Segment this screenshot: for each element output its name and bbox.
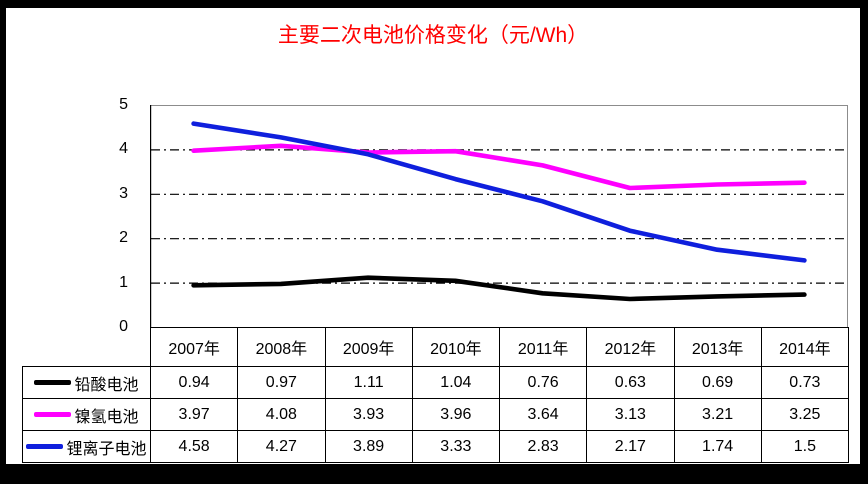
legend-line-swatch: [26, 444, 64, 449]
year-header-cell: 2011年: [498, 327, 588, 367]
value-cell: 0.63: [586, 366, 675, 399]
data-table: 2007年 2008年 2009年 2010年 2011年 2012年 2013年 2014年…: [22, 327, 850, 463]
legend-cell: 铅酸电池: [22, 366, 151, 399]
plot-area: [150, 105, 848, 327]
value-cell: 1.5: [760, 430, 850, 463]
value-cell: 4.08: [237, 398, 326, 431]
series-line-2: [191, 121, 807, 263]
y-axis-tick-label: 3: [119, 184, 128, 202]
series-row-0: 铅酸电池 0.94 0.97 1.11 1.04 0.76 0.63 0.69 0.73: [22, 366, 850, 399]
year-header-cell: 2010年: [411, 327, 501, 367]
value-cell: 0.94: [149, 366, 239, 399]
series-row-2: 锂离子电池 4.58 4.27 3.89 3.33 2.83 2.17 1.74 1.5: [22, 430, 850, 463]
value-cell: 0.69: [673, 366, 762, 399]
value-cell: 2.17: [586, 430, 675, 463]
value-cell: 3.25: [760, 398, 850, 431]
value-cell: 2.83: [498, 430, 588, 463]
series-label: 镍氢电池: [74, 408, 139, 426]
value-cell: 0.73: [760, 366, 850, 399]
value-cell: 0.76: [498, 366, 588, 399]
chart-title: 主要二次电池价格变化（元/Wh）: [277, 24, 589, 47]
year-header-cell: 2012年: [586, 327, 675, 367]
y-axis-tick-label: 0: [119, 318, 128, 335]
legend-line-swatch: [34, 412, 72, 417]
series-label: 铅酸电池: [74, 376, 139, 394]
legend-cell: 锂离子电池: [22, 430, 151, 463]
value-cell: 3.33: [411, 430, 501, 463]
value-cell: 0.97: [237, 366, 326, 399]
value-cell: 3.97: [149, 398, 239, 431]
year-header-cell: 2014年: [760, 327, 850, 367]
value-cell: 3.64: [498, 398, 588, 431]
series-label: 锂离子电池: [66, 440, 147, 458]
y-axis-tick-label: 2: [119, 229, 128, 247]
y-axis-tick-label: 5: [119, 96, 128, 113]
year-header-cell: 2007年: [149, 327, 239, 367]
value-cell: 4.27: [237, 430, 326, 463]
year-header-cell: 2008年: [237, 327, 326, 367]
year-header-cell: 2009年: [324, 327, 413, 367]
series-line-1: [191, 143, 807, 191]
series-line-0: [191, 275, 807, 302]
value-cell: 1.04: [411, 366, 501, 399]
legend-line-swatch: [34, 380, 72, 385]
value-cell: 4.58: [149, 430, 239, 463]
corner-cell: [23, 328, 151, 367]
value-cell: 3.89: [324, 430, 413, 463]
series-row-1: 镍氢电池 3.97 4.08 3.93 3.96 3.64 3.13 3.21 3.25: [22, 398, 850, 431]
year-header-row: 2007年 2008年 2009年 2010年 2011年 2012年 2013年 2014年: [23, 327, 850, 367]
value-cell: 3.93: [324, 398, 413, 431]
value-cell: 1.11: [324, 366, 413, 399]
value-cell: 3.21: [673, 398, 762, 431]
year-header-cell: 2013年: [673, 327, 762, 367]
y-axis-tick-label: 4: [119, 140, 128, 158]
value-cell: 1.74: [673, 430, 762, 463]
legend-cell: 镍氢电池: [22, 398, 151, 431]
value-cell: 3.96: [411, 398, 501, 431]
value-cell: 3.13: [586, 398, 675, 431]
y-axis-tick-label: 1: [119, 273, 128, 291]
